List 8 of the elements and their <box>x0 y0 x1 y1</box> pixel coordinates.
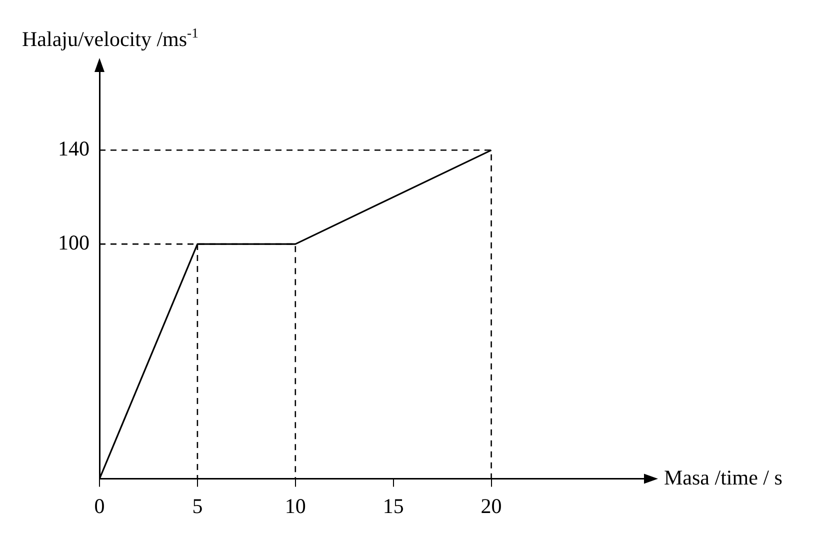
x-tick-label: 5 <box>192 494 203 518</box>
x-tick-label: 10 <box>284 494 306 518</box>
y-tick-label: 100 <box>58 230 90 255</box>
x-tick-label: 0 <box>94 494 105 518</box>
x-tick-label: 20 <box>480 494 502 518</box>
x-axis-title: Masa /time / s <box>664 465 782 490</box>
x-tick-label: 15 <box>382 494 404 518</box>
y-tick-label: 140 <box>58 136 90 161</box>
